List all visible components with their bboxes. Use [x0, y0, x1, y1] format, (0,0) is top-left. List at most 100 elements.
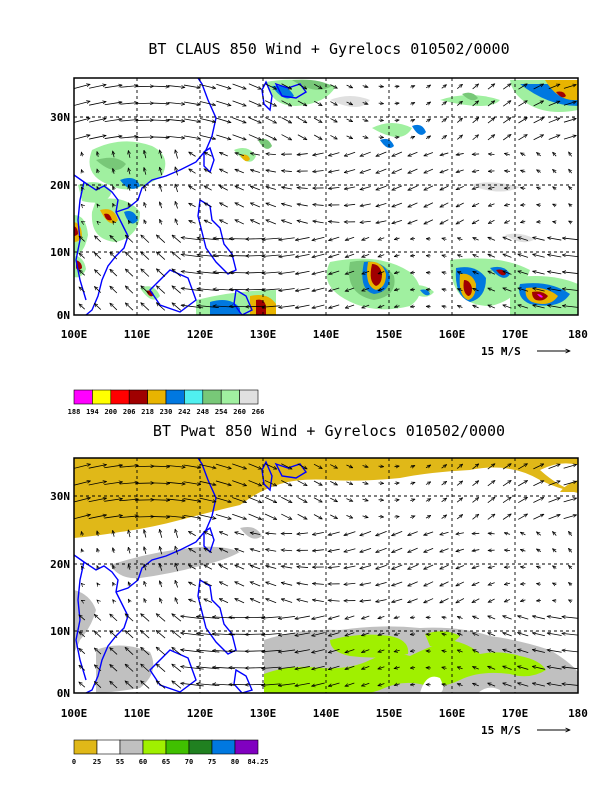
- y-tick: 10N: [50, 625, 70, 638]
- wind-vector: [562, 306, 578, 308]
- wind-vector: [160, 150, 162, 159]
- wind-vector: [328, 649, 340, 652]
- wind-vector: [547, 271, 562, 275]
- wind-vector: [172, 681, 182, 689]
- wind-vector: [329, 287, 340, 291]
- wind-vector: [279, 271, 295, 274]
- wind-vector: [441, 135, 447, 140]
- wind-vector: [189, 169, 196, 174]
- wind-vector: [297, 220, 308, 224]
- wind-vector: [312, 649, 325, 652]
- wind-vector: [563, 102, 576, 106]
- wind-vector: [79, 682, 86, 688]
- wind-vector: [151, 466, 170, 467]
- wind-vector: [360, 600, 372, 601]
- wind-vector: [410, 119, 414, 121]
- wind-vector: [472, 219, 480, 224]
- wind-vector: [235, 153, 244, 156]
- wind-vector: [562, 289, 578, 291]
- wind-vector: [110, 252, 118, 260]
- wind-vector: [562, 617, 578, 619]
- wind-vector: [167, 119, 185, 121]
- wind-vector: [74, 515, 90, 520]
- wind-vector: [361, 649, 370, 653]
- wind-vector: [281, 134, 292, 140]
- wind-vector: [128, 185, 130, 191]
- colorbar-swatch: [147, 389, 167, 405]
- cloud-field: [74, 79, 578, 315]
- wind-vector: [376, 564, 387, 569]
- wind-vector: [262, 667, 281, 668]
- wind-vector: [392, 219, 403, 223]
- wind-vector: [552, 600, 556, 601]
- wind-vector: [156, 630, 166, 639]
- wind-vector: [219, 168, 228, 174]
- wind-vector: [424, 598, 434, 604]
- wind-vector: [424, 581, 434, 587]
- wind-vector: [473, 287, 479, 291]
- wind-vector: [204, 531, 213, 536]
- wind-vector: [520, 170, 526, 172]
- wind-vector: [119, 466, 138, 468]
- colorbar-label: 80: [231, 758, 239, 766]
- wind-vector: [97, 531, 98, 537]
- wind-vector: [472, 581, 480, 586]
- wind-vector: [562, 238, 578, 240]
- wind-vector: [312, 236, 325, 240]
- wind-vector: [472, 481, 478, 486]
- wind-vector: [548, 481, 561, 486]
- wind-vector: [266, 220, 277, 225]
- wind-vector: [248, 117, 261, 124]
- wind-vector: [344, 186, 356, 189]
- wind-vector: [394, 137, 400, 138]
- wind-vector: [189, 221, 196, 224]
- wind-vector: [248, 496, 262, 502]
- wind-vector: [313, 497, 322, 502]
- wind-vector: [424, 531, 434, 535]
- wind-vector: [204, 152, 212, 157]
- wind-vector: [281, 463, 292, 470]
- wind-vector: [533, 237, 545, 241]
- wind-vector: [547, 255, 562, 258]
- wind-vector: [232, 480, 246, 486]
- colorbar: 0 25 55 60 65 70 75 80 84.25: [72, 739, 269, 766]
- wind-vector: [189, 186, 196, 191]
- cloud-patch: [380, 138, 394, 148]
- wind-vector: [410, 306, 415, 307]
- wind-vector: [518, 616, 529, 620]
- wind-vector: [442, 255, 447, 256]
- wind-vector: [346, 102, 353, 106]
- wind-vector: [151, 103, 169, 104]
- wind-vector: [125, 614, 134, 622]
- pwat-region: [478, 687, 500, 693]
- wind-vector: [328, 152, 340, 156]
- wind-vector: [328, 531, 340, 535]
- x-tick: 150E: [376, 328, 403, 341]
- wind-vector: [189, 203, 196, 208]
- wind-vector: [172, 269, 181, 277]
- wind-vector: [518, 649, 529, 654]
- wind-vector: [548, 515, 561, 520]
- wind-vector: [360, 168, 371, 173]
- wind-vector: [440, 219, 449, 224]
- wind-vector: [456, 481, 463, 486]
- wind-vector: [79, 304, 85, 310]
- wind-vector: [442, 634, 447, 635]
- wind-vector: [345, 649, 355, 652]
- wind-vector: [97, 187, 98, 190]
- wind-vector: [441, 102, 447, 106]
- wind-vector: [74, 135, 90, 140]
- wind-vector: [279, 288, 295, 291]
- wind-vector: [473, 683, 479, 686]
- y-tick: 30N: [50, 490, 70, 503]
- y-tick: 0N: [57, 687, 70, 700]
- colorbar-label: 75: [208, 758, 216, 766]
- wind-vector: [503, 649, 512, 654]
- wind-vector: [424, 168, 434, 174]
- wind-vector: [266, 533, 277, 534]
- wind-vector: [361, 682, 370, 686]
- colorbar-swatch: [96, 739, 121, 755]
- wind-vector: [313, 221, 324, 223]
- wind-vector: [503, 288, 512, 292]
- wind-vector: [532, 616, 546, 620]
